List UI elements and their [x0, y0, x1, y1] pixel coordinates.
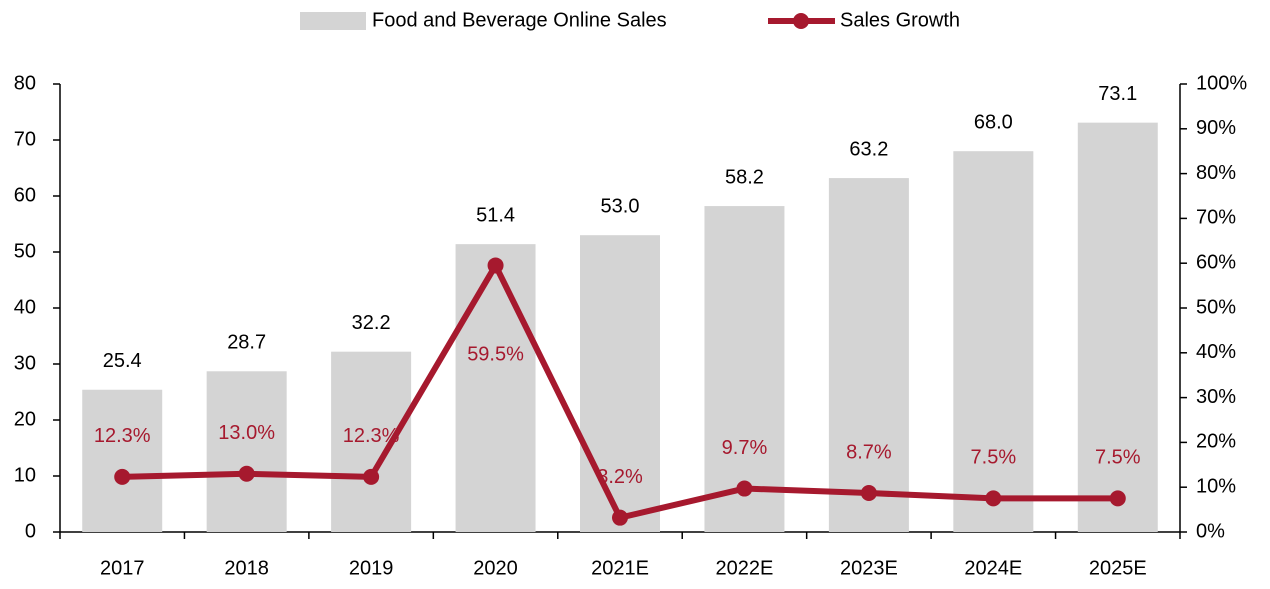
bar-value-label: 58.2	[725, 166, 764, 188]
y-tick-label: 20	[14, 408, 36, 430]
bar-value-label: 73.1	[1098, 83, 1137, 105]
legend-label: Food and Beverage Online Sales	[372, 9, 667, 31]
growth-marker	[363, 468, 380, 485]
growth-value-label: 12.3%	[343, 425, 400, 447]
y2-tick-label: 30%	[1196, 386, 1236, 408]
growth-value-label: 7.5%	[1095, 447, 1141, 469]
growth-marker	[114, 468, 131, 485]
x-tick-label: 2019	[349, 557, 394, 579]
x-tick-label: 2021E	[591, 557, 649, 579]
growth-value-label: 3.2%	[597, 466, 643, 488]
bar	[331, 351, 412, 532]
bar-value-label: 32.2	[352, 312, 391, 334]
x-tick-label: 2018	[224, 557, 269, 579]
y-tick-label: 0	[25, 520, 36, 542]
bar	[82, 389, 163, 532]
legend-label: Sales Growth	[840, 9, 960, 31]
growth-marker	[736, 480, 753, 497]
growth-value-label: 8.7%	[846, 441, 892, 463]
bar	[704, 206, 785, 532]
y2-tick-label: 40%	[1196, 341, 1236, 363]
bar-value-label: 25.4	[103, 350, 142, 372]
x-tick-label: 2024E	[964, 557, 1022, 579]
bar-value-label: 68.0	[974, 111, 1013, 133]
legend-swatch	[300, 12, 366, 30]
bar	[953, 151, 1034, 532]
y2-tick-label: 20%	[1196, 431, 1236, 453]
bar	[580, 235, 660, 532]
growth-marker	[612, 509, 628, 526]
bar-value-label: 28.7	[227, 332, 266, 354]
x-tick-label: 2020	[473, 557, 518, 579]
y2-tick-label: 10%	[1196, 475, 1236, 497]
bar-value-label: 53.0	[601, 195, 640, 217]
x-tick-label: 2025E	[1089, 557, 1147, 579]
y-tick-label: 30	[14, 352, 36, 374]
y-tick-label: 10	[14, 464, 36, 486]
growth-marker	[1109, 490, 1126, 507]
y-tick-label: 50	[14, 240, 36, 262]
growth-value-label: 13.0%	[218, 422, 275, 444]
legend-marker	[793, 13, 809, 29]
bar	[206, 371, 287, 532]
growth-marker	[238, 465, 255, 482]
growth-value-label: 59.5%	[467, 344, 524, 366]
x-tick-label: 2023E	[840, 557, 898, 579]
growth-value-label: 7.5%	[971, 447, 1017, 469]
growth-marker	[985, 490, 1002, 507]
growth-marker	[487, 257, 504, 274]
growth-value-label: 9.7%	[722, 437, 768, 459]
y2-tick-label: 80%	[1196, 162, 1236, 184]
y-tick-label: 70	[14, 128, 36, 150]
bar	[455, 244, 536, 532]
y-tick-label: 60	[14, 184, 36, 206]
growth-value-label: 12.3%	[94, 425, 151, 447]
y2-tick-label: 90%	[1196, 117, 1236, 139]
y-tick-label: 40	[14, 296, 36, 318]
x-tick-label: 2022E	[716, 557, 774, 579]
bar-value-label: 63.2	[849, 138, 888, 160]
y2-tick-label: 100%	[1196, 72, 1247, 94]
y2-tick-label: 0%	[1196, 520, 1225, 542]
bar-value-label: 51.4	[476, 204, 515, 226]
bar	[828, 178, 909, 532]
x-tick-label: 2017	[100, 557, 145, 579]
bar	[1077, 122, 1158, 532]
growth-marker	[860, 485, 877, 502]
y2-tick-label: 50%	[1196, 296, 1236, 318]
y2-tick-label: 70%	[1196, 207, 1236, 229]
y-tick-label: 80	[14, 72, 36, 94]
y2-tick-label: 60%	[1196, 251, 1236, 273]
